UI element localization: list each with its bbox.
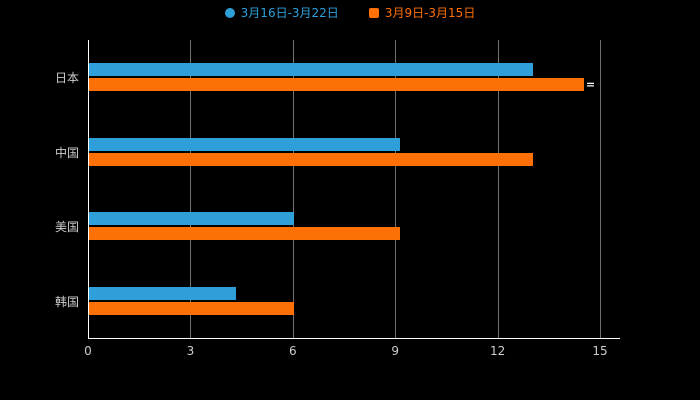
x-tick-label: 6 — [288, 344, 297, 358]
legend: 3月16日-3月22日 3月9日-3月15日 — [0, 6, 700, 20]
y-axis-line — [88, 40, 89, 338]
legend-label: 3月16日-3月22日 — [240, 6, 339, 20]
bar-中国-series0[interactable] — [89, 137, 400, 151]
legend-item-week-mar16-22[interactable]: 3月16日-3月22日 — [224, 6, 339, 20]
gridline — [600, 40, 601, 338]
legend-label: 3月9日-3月15日 — [384, 6, 476, 20]
y-category-label: 美国 — [54, 220, 79, 235]
bar-end-marker-icon: = — [585, 78, 596, 92]
bar-美国-series1[interactable] — [89, 227, 400, 241]
x-tick-label: 9 — [391, 344, 399, 358]
bar-日本-series0[interactable] — [89, 63, 533, 77]
x-tick-label: 3 — [186, 344, 195, 358]
x-tick-label: 0 — [84, 344, 92, 358]
x-tick-label: 15 — [592, 344, 608, 358]
legend-item-week-mar9-15[interactable]: 3月9日-3月15日 — [368, 6, 476, 20]
bar-韩国-series1[interactable] — [89, 301, 294, 315]
gridline — [395, 40, 397, 338]
x-tick-label: 12 — [489, 344, 506, 358]
y-category-label: 韩国 — [54, 294, 79, 309]
gridline — [497, 40, 499, 338]
gridline — [190, 40, 192, 338]
legend-square-marker-icon — [368, 8, 379, 18]
gridline — [292, 40, 294, 338]
bar-中国-series1[interactable] — [89, 152, 533, 166]
x-axis-line — [88, 338, 620, 339]
y-category-label: 日本 — [54, 71, 79, 86]
bar-韩国-series0[interactable] — [89, 286, 236, 300]
legend-circle-marker-icon — [224, 8, 235, 18]
bar-日本-series1[interactable] — [89, 78, 584, 92]
y-category-label: 中国 — [54, 145, 79, 160]
bar-美国-series0[interactable] — [89, 212, 294, 226]
